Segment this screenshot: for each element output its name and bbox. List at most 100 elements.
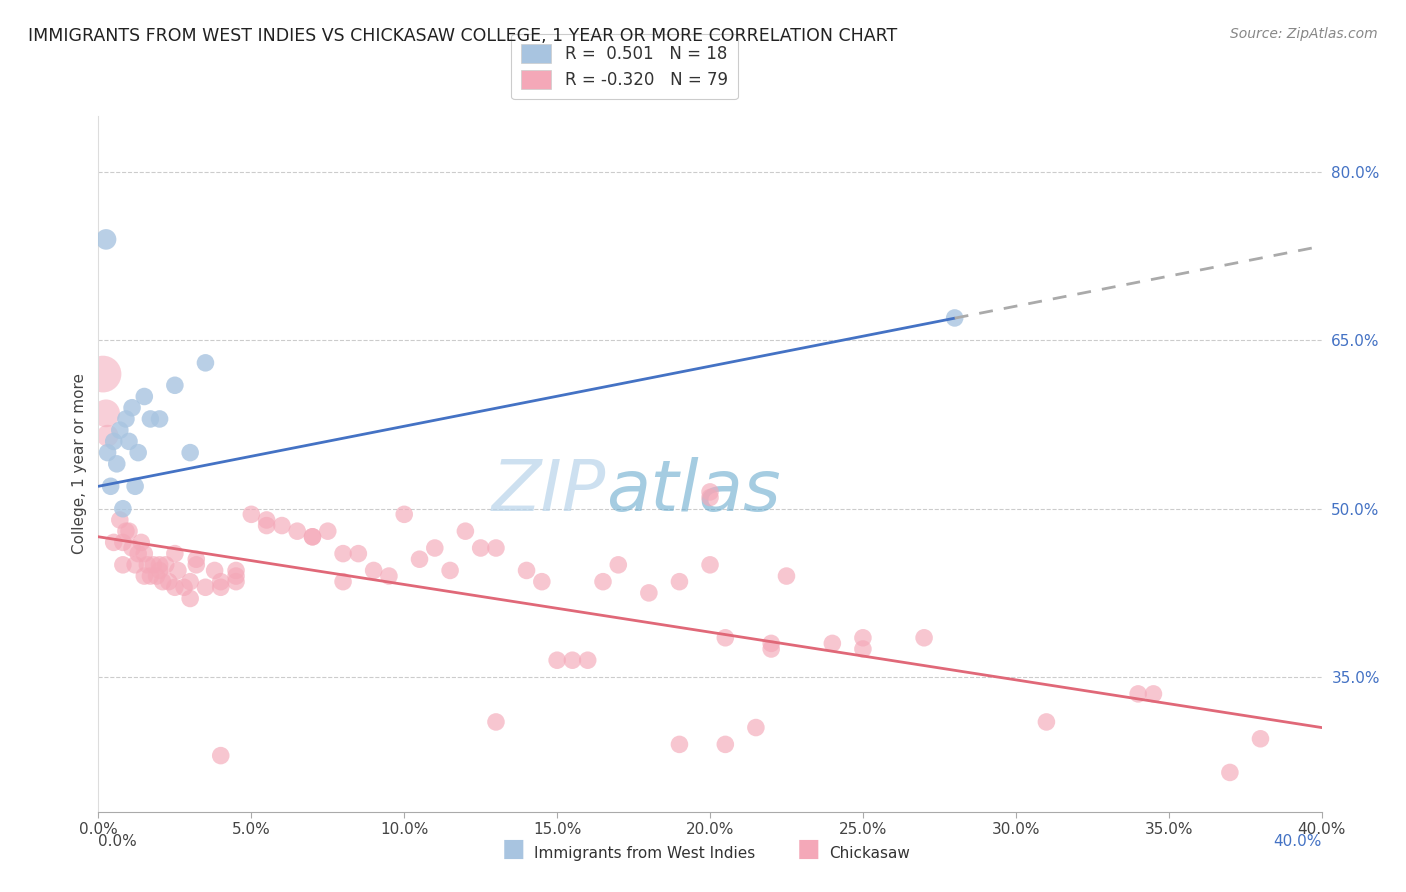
Point [454, 524, 477, 538]
Point [139, 412, 162, 426]
Point [607, 558, 630, 572]
Point [157, 574, 180, 589]
Point [124, 479, 146, 493]
Text: 0.0%: 0.0% [98, 834, 138, 849]
Point [852, 631, 875, 645]
Point [105, 457, 128, 471]
Point [194, 580, 217, 594]
Point [152, 574, 174, 589]
Point [124, 558, 146, 572]
Point [134, 390, 156, 404]
Point [136, 558, 159, 572]
Point [332, 574, 354, 589]
Point [285, 524, 308, 538]
Point [301, 530, 323, 544]
Point [163, 580, 186, 594]
Point [699, 484, 721, 499]
Point [155, 558, 177, 572]
Point [332, 547, 354, 561]
Point [439, 564, 461, 578]
Point [714, 738, 737, 752]
Point [186, 558, 208, 572]
Point [91, 367, 114, 381]
Point [111, 501, 134, 516]
Point [240, 508, 263, 522]
Text: ■: ■ [502, 837, 524, 861]
Point [1035, 714, 1057, 729]
Text: 40.0%: 40.0% [1274, 834, 1322, 849]
Point [100, 479, 122, 493]
Point [163, 378, 186, 392]
Point [186, 552, 208, 566]
Point [209, 580, 232, 594]
Point [118, 524, 141, 538]
Point [149, 558, 172, 572]
Point [163, 547, 186, 561]
Point [149, 412, 172, 426]
Point [111, 535, 134, 549]
Point [1250, 731, 1272, 746]
Point [912, 631, 935, 645]
Point [392, 508, 416, 522]
Point [1219, 765, 1241, 780]
Point [592, 574, 614, 589]
Point [194, 356, 217, 370]
Point [745, 721, 768, 735]
Point [97, 445, 120, 459]
Y-axis label: College, 1 year or more: College, 1 year or more [72, 374, 87, 554]
Point [179, 591, 201, 606]
Text: ■: ■ [797, 837, 820, 861]
Point [699, 491, 721, 505]
Point [546, 653, 568, 667]
Point [225, 564, 247, 578]
Point [301, 530, 323, 544]
Text: Chickasaw: Chickasaw [830, 846, 911, 861]
Point [256, 518, 278, 533]
Point [363, 564, 385, 578]
Point [256, 513, 278, 527]
Point [423, 541, 446, 555]
Point [378, 569, 401, 583]
Point [103, 535, 125, 549]
Point [145, 569, 167, 583]
Point [127, 445, 149, 459]
Point [821, 636, 844, 650]
Point [115, 412, 138, 426]
Text: IMMIGRANTS FROM WEST INDIES VS CHICKASAW COLLEGE, 1 YEAR OR MORE CORRELATION CHA: IMMIGRANTS FROM WEST INDIES VS CHICKASAW… [28, 27, 897, 45]
Point [225, 569, 247, 583]
Point [134, 569, 156, 583]
Point [668, 574, 690, 589]
Point [121, 401, 143, 415]
Point [209, 748, 232, 763]
Point [638, 586, 661, 600]
Point [179, 574, 201, 589]
Point [485, 541, 508, 555]
Point [129, 535, 152, 549]
Point [179, 445, 201, 459]
Point [94, 232, 117, 246]
Point [1142, 687, 1164, 701]
Point [576, 653, 599, 667]
Point [149, 564, 172, 578]
Point [111, 558, 134, 572]
Point [761, 636, 783, 650]
Point [668, 738, 690, 752]
Text: Source: ZipAtlas.com: Source: ZipAtlas.com [1230, 27, 1378, 41]
Text: atlas: atlas [606, 458, 780, 526]
Point [561, 653, 583, 667]
Point [134, 547, 156, 561]
Text: ZIP: ZIP [492, 458, 606, 526]
Point [852, 642, 875, 657]
Point [470, 541, 492, 555]
Point [1128, 687, 1150, 701]
Point [115, 524, 138, 538]
Point [225, 574, 247, 589]
Point [516, 564, 538, 578]
Point [408, 552, 430, 566]
Point [127, 547, 149, 561]
Point [485, 714, 508, 729]
Point [316, 524, 339, 538]
Point [167, 564, 190, 578]
Point [118, 434, 141, 449]
Point [94, 406, 117, 420]
